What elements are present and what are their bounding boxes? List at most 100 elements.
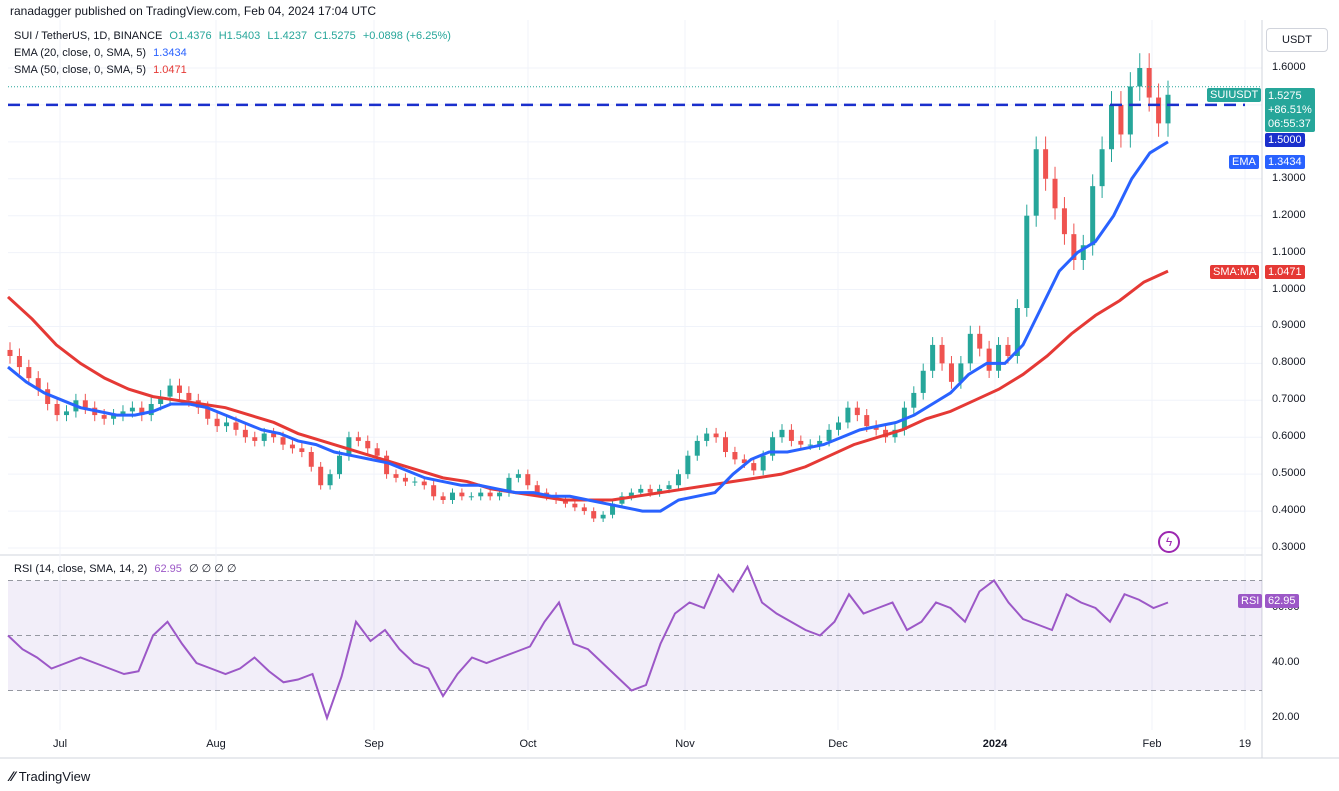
- candle-body: [647, 488, 653, 493]
- candle: [845, 401, 851, 429]
- candle-body: [1080, 245, 1086, 260]
- candle-body: [129, 407, 135, 412]
- candle: [1052, 166, 1058, 220]
- candle-body: [318, 466, 324, 486]
- candle-body: [958, 363, 964, 382]
- candle: [120, 405, 126, 422]
- candle: [939, 337, 945, 371]
- candle-body: [148, 404, 154, 416]
- time-tick-label: Aug: [206, 738, 226, 750]
- candle-body: [365, 440, 371, 449]
- candle-body: [327, 474, 333, 486]
- candle: [817, 435, 823, 450]
- rsi-label: RSI (14, close, SMA, 14, 2): [14, 563, 148, 575]
- candle: [478, 488, 484, 501]
- candle-body: [826, 429, 832, 441]
- candle-body: [299, 448, 305, 452]
- candle: [1061, 197, 1067, 245]
- candle: [854, 401, 860, 422]
- candle-body: [421, 481, 427, 486]
- candle: [948, 356, 954, 389]
- candle: [271, 427, 277, 443]
- candle-body: [393, 474, 399, 478]
- price-tick-label: 1.0000: [1272, 282, 1306, 295]
- candle-body: [431, 485, 437, 497]
- candle-body: [732, 452, 738, 460]
- tv-brand: TradingView: [18, 768, 91, 784]
- time-tick-label: Oct: [519, 738, 537, 750]
- legend-ema[interactable]: EMA (20, close, 0, SMA, 5) 1.3434: [14, 47, 187, 59]
- candle-body: [280, 437, 286, 445]
- ohlc-high: H1.5403: [218, 30, 261, 42]
- price-tick-label: 0.3000: [1272, 541, 1306, 553]
- candle-body: [713, 433, 719, 438]
- candle: [308, 446, 314, 472]
- candle-body: [835, 422, 841, 430]
- candle-body: [572, 503, 578, 508]
- currency-button[interactable]: USDT: [1266, 28, 1328, 52]
- candle: [431, 480, 437, 501]
- candle-body: [176, 385, 182, 393]
- candle-body: [798, 440, 804, 445]
- candle-body: [233, 422, 239, 430]
- candle: [1146, 53, 1152, 112]
- price-tick-label: 0.6000: [1272, 430, 1306, 443]
- time-tick-label: 19: [1238, 738, 1252, 750]
- candle: [148, 397, 154, 422]
- price-tick-label: 1.6000: [1272, 61, 1306, 73]
- candle-body: [63, 411, 69, 416]
- candle: [214, 412, 220, 432]
- candle-body: [139, 407, 145, 416]
- candle-body: [1005, 344, 1011, 356]
- candle-body: [854, 407, 860, 416]
- candle: [591, 507, 597, 522]
- candle: [402, 473, 408, 486]
- candle: [1043, 136, 1049, 191]
- legend-sma[interactable]: SMA (50, close, 0, SMA, 5) 1.0471: [14, 64, 187, 76]
- candle-body: [534, 485, 540, 493]
- candle-body: [459, 492, 465, 497]
- candle-body: [864, 415, 870, 427]
- candle-body: [704, 433, 710, 441]
- candle-body: [628, 492, 634, 497]
- candle-body: [515, 474, 521, 478]
- levels: [8, 86, 1262, 107]
- candle: [1137, 53, 1143, 101]
- candle-body: [845, 407, 851, 423]
- candle: [16, 348, 22, 375]
- price-tick-label: 0.7000: [1272, 393, 1306, 406]
- candle-body: [224, 422, 230, 427]
- candle: [525, 469, 531, 490]
- candle-body: [920, 370, 926, 393]
- tradingview-logo[interactable]: ⁄⁄ TradingView: [10, 768, 90, 784]
- candle-body: [600, 514, 606, 519]
- ohlc-open: O1.4376: [169, 30, 212, 42]
- candle-body: [939, 344, 945, 364]
- candle: [1071, 223, 1077, 270]
- candle: [63, 405, 69, 422]
- rsi-pane: [7, 564, 1262, 722]
- symbol-name[interactable]: SUI / TetherUS, 1D, BINANCE: [14, 30, 163, 42]
- candle: [572, 499, 578, 512]
- candle-body: [346, 437, 352, 456]
- candle: [327, 469, 333, 490]
- published-line: ranadagger published on TradingView.com,…: [10, 4, 377, 18]
- candle-body: [468, 496, 474, 498]
- candle-body: [657, 488, 663, 493]
- legend-rsi[interactable]: RSI (14, close, SMA, 14, 2) 62.95 ∅ ∅ ∅ …: [14, 562, 236, 575]
- candle-body: [271, 433, 277, 438]
- candle: [299, 443, 305, 458]
- candle: [986, 340, 992, 378]
- candle-body: [355, 437, 361, 441]
- candle: [1080, 234, 1086, 270]
- candle-body: [412, 481, 418, 483]
- candle: [7, 342, 13, 364]
- ema-label: EMA (20, close, 0, SMA, 5): [14, 47, 147, 59]
- candle: [713, 427, 719, 443]
- symbol-tag: SUIUSDT: [1207, 88, 1262, 102]
- candle-body: [205, 407, 211, 419]
- time-tick-label: Sep: [364, 738, 384, 750]
- candle-body: [751, 463, 757, 471]
- time-tick-label: Feb: [1142, 738, 1162, 750]
- lightning-icon[interactable]: ϟ: [1158, 531, 1180, 553]
